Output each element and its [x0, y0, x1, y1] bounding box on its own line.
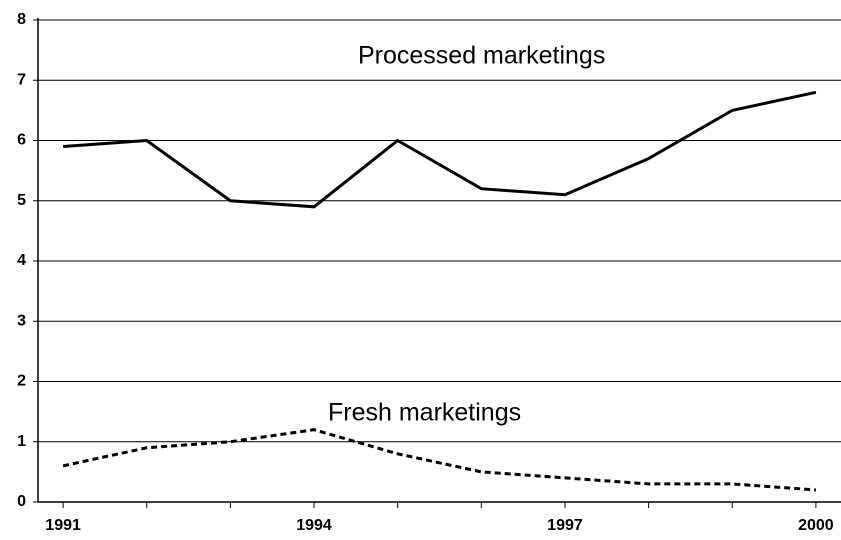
y-tick-label: 1 [17, 433, 26, 450]
x-tick-label: 1997 [547, 517, 583, 534]
y-tick-label: 4 [17, 252, 26, 269]
data-line [62, 90, 817, 209]
data-line [62, 428, 817, 492]
y-tick-label: 6 [17, 132, 26, 149]
y-tick-label: 5 [17, 192, 26, 209]
y-tick-label: 8 [17, 11, 26, 28]
x-tick-label: 1994 [296, 517, 332, 534]
y-tick-label: 3 [17, 312, 26, 329]
series-label: Fresh marketings [328, 399, 521, 427]
y-tick-label: 7 [17, 71, 26, 88]
series-label: Processed marketings [358, 42, 605, 70]
y-tick-label: 2 [17, 373, 26, 390]
x-tick-label: 2000 [798, 517, 834, 534]
y-tick-label: 0 [17, 493, 26, 510]
x-tick-label: 1991 [45, 517, 81, 534]
